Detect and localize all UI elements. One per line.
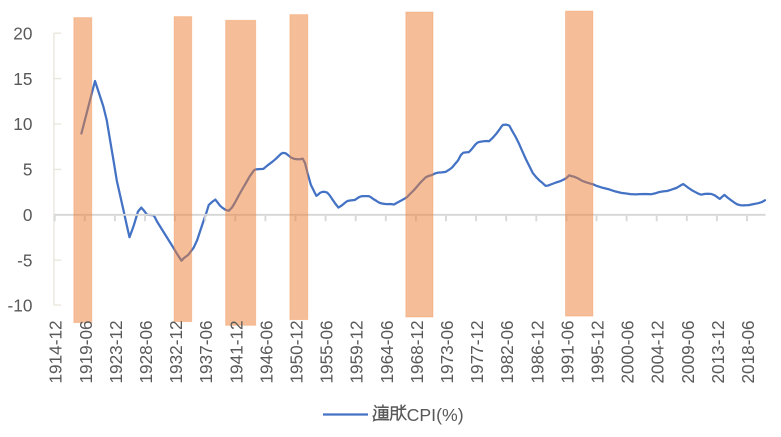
svg-text:1950-12: 1950-12: [287, 320, 307, 383]
svg-text:1946-06: 1946-06: [256, 320, 276, 383]
svg-text:0: 0: [23, 205, 33, 225]
svg-text:2013-12: 2013-12: [708, 320, 728, 383]
svg-text:1937-06: 1937-06: [196, 320, 216, 383]
svg-text:2004-12: 2004-12: [648, 320, 668, 383]
svg-text:1932-12: 1932-12: [166, 320, 186, 383]
svg-text:2009-06: 2009-06: [678, 320, 698, 383]
svg-text:-5: -5: [17, 250, 32, 270]
svg-text:CPI(%): CPI(%): [407, 405, 464, 425]
svg-text:-10: -10: [8, 296, 33, 316]
svg-text:2018-06: 2018-06: [738, 320, 758, 383]
svg-text:1991-06: 1991-06: [557, 320, 577, 383]
svg-text:1986-12: 1986-12: [527, 320, 547, 383]
svg-text:5: 5: [23, 160, 33, 180]
svg-text:1914-12: 1914-12: [46, 320, 66, 383]
svg-text:1959-12: 1959-12: [347, 320, 367, 383]
svg-text:1941-12: 1941-12: [226, 320, 246, 383]
svg-text:1995-12: 1995-12: [588, 320, 608, 383]
svg-text:1964-06: 1964-06: [377, 320, 397, 383]
svg-text:15: 15: [13, 69, 32, 89]
svg-text:10: 10: [13, 114, 32, 134]
svg-text:1973-06: 1973-06: [437, 320, 457, 383]
svg-text:1968-12: 1968-12: [407, 320, 427, 383]
svg-text:2000-06: 2000-06: [618, 320, 638, 383]
svg-text:20: 20: [13, 23, 32, 43]
svg-text:1982-06: 1982-06: [497, 320, 517, 383]
svg-text:1919-06: 1919-06: [76, 320, 96, 383]
svg-text:1928-06: 1928-06: [136, 320, 156, 383]
svg-text:1923-12: 1923-12: [106, 320, 126, 383]
svg-text:1955-06: 1955-06: [317, 320, 337, 383]
svg-text:1977-12: 1977-12: [467, 320, 487, 383]
